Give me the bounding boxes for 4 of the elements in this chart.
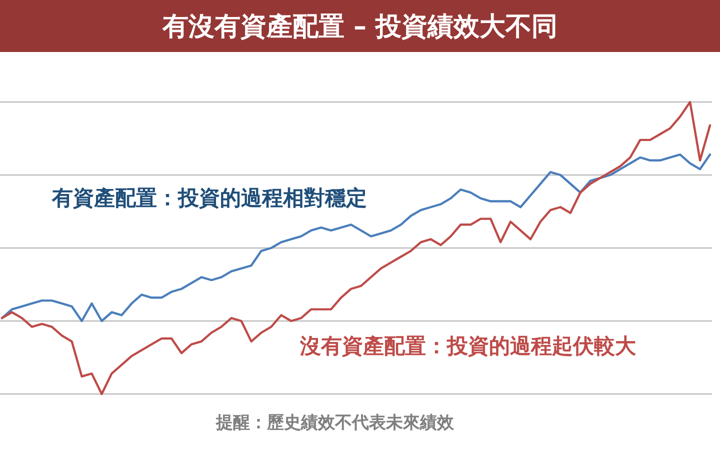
series-label: 沒有資產配置：投資的過程起伏較大	[299, 334, 637, 358]
text: 提醒：歷史績效不代表未來績效	[215, 413, 455, 433]
series-label: 有資產配置：投資的過程相對穩定	[51, 186, 367, 210]
chart-title: 有沒有資產配置 – 投資績效大不同	[161, 12, 558, 42]
